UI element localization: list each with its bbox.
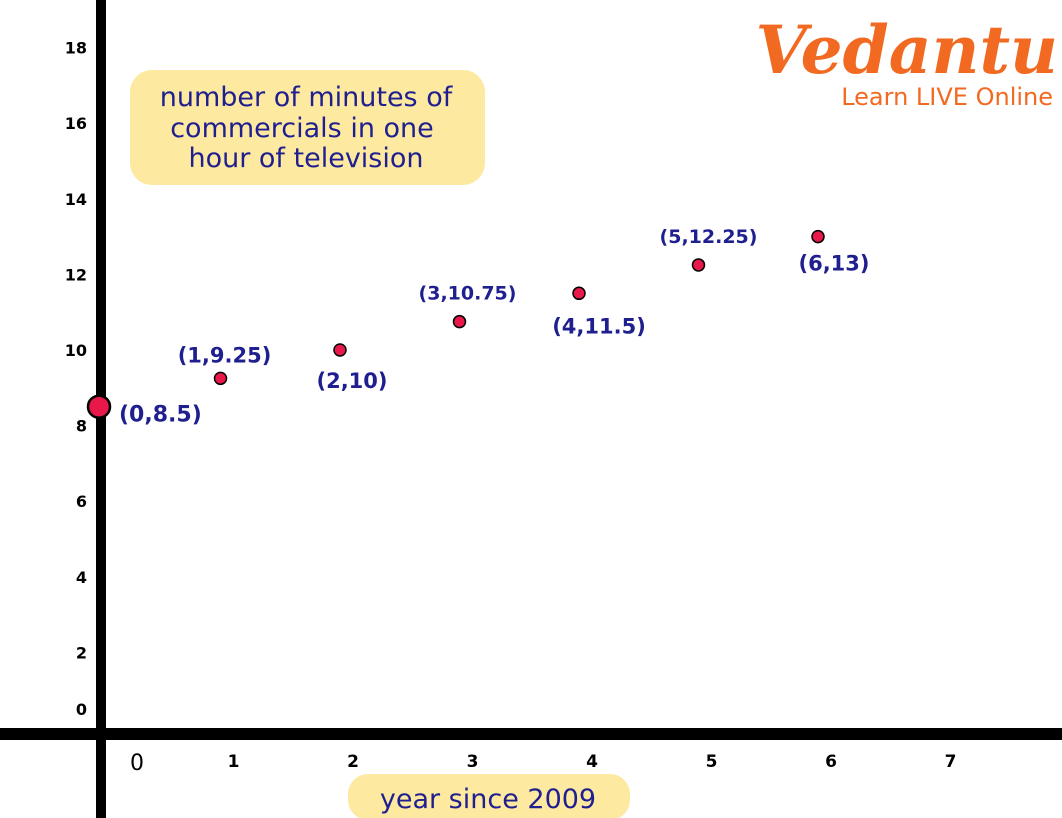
y-tick-label: 8 [76, 417, 87, 436]
data-point-label: (1,9.25) [178, 343, 272, 367]
data-point [452, 314, 467, 329]
x-tick-label: 5 [706, 752, 718, 772]
x-tick-label: 4 [586, 752, 598, 772]
x-tick-label: 7 [945, 752, 957, 772]
x-tick-labels: 012345678 [130, 751, 957, 776]
data-point [213, 371, 228, 386]
y-tick-label: 4 [76, 568, 87, 587]
data-point-label: (6,13) [798, 252, 869, 276]
data-point-label: (0,8.5) [119, 403, 202, 428]
y-axis-label-line-2: commercials in one [170, 113, 434, 144]
data-point [333, 343, 347, 357]
data-points [86, 229, 825, 419]
y-axis-label-line-1: number of minutes of [160, 82, 454, 113]
x-tick-label: 6 [825, 752, 837, 772]
y-tick-label: 6 [76, 492, 87, 511]
data-point [811, 229, 825, 244]
x-tick-label: 0 [130, 751, 144, 776]
vedantu-logo-tagline: Learn LIVE Online [841, 83, 1053, 111]
y-tick-label: 18 [65, 39, 87, 58]
x-tick-label: 1 [228, 752, 240, 772]
data-point [86, 394, 112, 419]
data-point-labels: (0,8.5) (1,9.25) (2,10) (3,10.75) (4,11.5) (5… [119, 226, 870, 428]
vedantu-logo: Vedantu Learn LIVE Online [755, 11, 1058, 111]
data-point-label: (3,10.75) [419, 283, 517, 305]
data-point [572, 286, 586, 301]
y-axis-label-line-3: hour of television [188, 143, 423, 174]
x-axis-label-group: year since 2009 [348, 774, 630, 818]
data-point-label: (5,12.25) [660, 226, 758, 248]
vedantu-logo-wordmark: Vedantu [755, 11, 1058, 89]
y-tick-label: 16 [65, 114, 87, 133]
data-point-label: (2,10) [316, 369, 387, 393]
data-point [691, 258, 706, 272]
y-tick-label: 14 [65, 190, 87, 209]
y-axis-label-highlight [130, 70, 485, 185]
y-tick-label: 0 [76, 700, 87, 719]
x-axis-label: year since 2009 [380, 784, 596, 815]
x-axis-label-highlight [348, 774, 630, 818]
y-tick-labels: 0 2 4 6 8 10 12 14 16 18 [65, 39, 87, 719]
x-tick-label: 2 [347, 752, 359, 772]
data-point-label: (4,11.5) [552, 314, 646, 338]
y-tick-label: 2 [76, 643, 87, 662]
y-axis-label-group: number of minutes of commercials in one … [130, 70, 485, 185]
y-tick-label: 10 [65, 341, 87, 360]
x-tick-label: 3 [467, 752, 479, 772]
y-tick-label: 12 [65, 265, 87, 284]
